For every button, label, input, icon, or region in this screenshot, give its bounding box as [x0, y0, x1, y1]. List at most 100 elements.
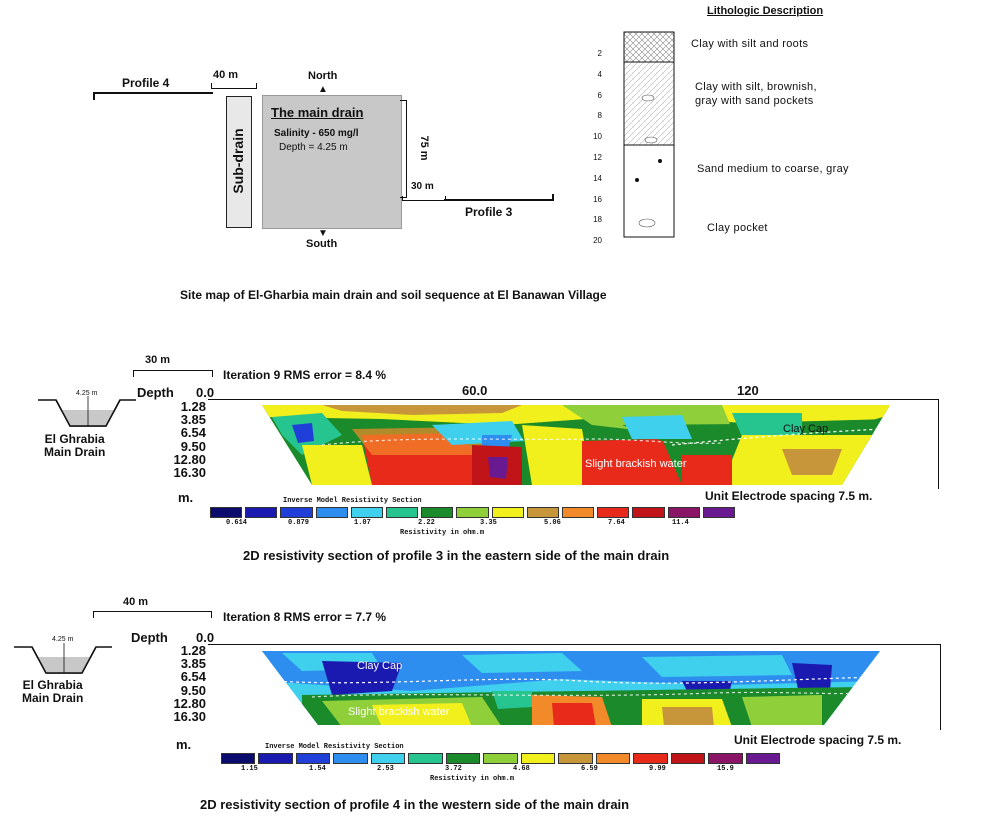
south-arrow: ▼	[318, 228, 328, 239]
profile3-line	[444, 194, 554, 201]
depth-tick: 3.85	[180, 412, 206, 428]
section3-caption: 2D resistivity section of profile 3 in t…	[243, 548, 670, 563]
litho-pocket-1	[641, 94, 655, 102]
dist30-label: 30 m	[411, 181, 434, 192]
legend-swatch	[408, 753, 443, 764]
brackish-boundary	[311, 691, 863, 698]
litho-svg	[623, 31, 675, 238]
depth-tick: 9.50	[180, 682, 206, 698]
main-drain-title: The main drain	[271, 105, 364, 120]
legend-unit: Resistivity in ohm.m	[430, 775, 515, 783]
legend-swatch	[483, 753, 518, 764]
legend-swatch	[210, 507, 243, 518]
zone-cyan-b	[462, 653, 582, 673]
drain-icon	[14, 643, 112, 674]
legend-swatch	[350, 507, 384, 518]
litho-grain-1	[658, 159, 662, 163]
legend-value: 6.59	[581, 765, 598, 773]
clay-cap-boundary	[671, 428, 883, 446]
depth-unit: m.	[178, 490, 194, 505]
depth-tick: 16.30	[173, 709, 206, 725]
legend-value: 15.9	[717, 765, 734, 773]
depth-tick: 6.54	[180, 669, 206, 685]
drain-label: El Ghrabia Main Drain	[22, 678, 84, 705]
drain-depth: 4.25 m	[76, 390, 98, 397]
legend-value: 9.99	[649, 765, 666, 773]
legend-bar	[210, 507, 738, 518]
legend-value: 1.54	[309, 765, 326, 773]
depth-list: 1.28 3.85 6.54 9.50 12.80 16.30	[150, 644, 206, 723]
litho-tick: 12	[593, 152, 602, 162]
zone-navy-2	[792, 663, 832, 691]
zone-yellow-left-bot	[302, 445, 372, 485]
legend-value: 2.53	[377, 765, 394, 773]
section4-caption: 2D resistivity section of profile 4 in t…	[200, 797, 630, 812]
legend-swatch	[670, 753, 706, 764]
legend-value: 1.07	[354, 519, 371, 527]
legend-swatch	[370, 753, 406, 764]
scale-label: 30 m	[145, 354, 171, 366]
profile4-label: Profile 4	[122, 76, 170, 90]
scale-bar-40m	[93, 611, 212, 618]
litho-layer-2	[623, 61, 675, 146]
litho-tick: 4	[597, 69, 602, 79]
south-label: South	[306, 238, 338, 250]
zone-navy-1	[322, 661, 402, 695]
annotation-clay-cap: Clay Cap	[783, 423, 829, 435]
legend-value: 2.22	[418, 519, 435, 527]
legend-swatch	[445, 753, 481, 764]
x-axis-line	[208, 644, 940, 645]
resistivity-section-4	[262, 651, 880, 725]
depth-tick: 6.54	[180, 425, 206, 441]
drain-icon	[38, 396, 136, 427]
sitemap-caption: Site map of El-Gharbia main drain and so…	[180, 288, 607, 302]
dist40-bar	[211, 83, 257, 89]
legend-swatch	[245, 507, 278, 518]
depth-unit: m.	[176, 737, 192, 752]
x-axis-line-right	[940, 644, 941, 730]
dist40-label: 40 m	[213, 69, 239, 81]
zone-red-far	[682, 455, 732, 485]
zone-blue-left	[292, 423, 314, 443]
litho-tick: 8	[597, 111, 602, 121]
litho-layer-label: Clay pocket	[707, 222, 768, 234]
zone-lime-low-2	[742, 695, 822, 725]
depth-label: Depth = 4.25 m	[279, 142, 348, 153]
zone-yellow-low	[372, 703, 472, 725]
resistivity-section-3	[262, 405, 890, 485]
legend-swatch	[702, 507, 736, 518]
legend-swatch	[280, 507, 313, 518]
legend-swatch	[221, 753, 256, 764]
brackish-boundary	[321, 438, 723, 446]
depth-tick: 1.28	[180, 399, 206, 414]
legend-value: 0.879	[288, 519, 310, 527]
legend-swatch	[745, 753, 781, 764]
profile4-line	[93, 92, 213, 100]
zone-cyan-right	[622, 415, 692, 439]
litho-tick: 18	[593, 215, 602, 225]
electrode-spacing: Unit Electrode spacing 7.5 m.	[705, 489, 873, 503]
legend-value: 5.06	[544, 519, 561, 527]
salinity-label: Salinity - 650 mg/l	[274, 128, 359, 139]
zone-purple	[488, 457, 508, 479]
drain-label: El Ghrabia Main Drain	[44, 432, 106, 459]
dist75-label: 75 m	[418, 135, 430, 161]
iteration-header: Iteration 9 RMS error = 8.4 %	[223, 368, 387, 382]
zone-orange-top	[322, 405, 522, 415]
legend-swatch	[295, 753, 331, 764]
x-tick: 120	[737, 383, 759, 398]
main-drain-box	[262, 95, 402, 229]
litho-depth-ticks: 2 4 6 8 10 12 14 16 18 20	[586, 44, 602, 252]
north-label: North	[308, 70, 338, 82]
depth-list: 1.28 3.85 6.54 9.50 12.80 16.30	[150, 400, 206, 479]
litho-layer-1	[623, 31, 675, 63]
legend-swatch	[520, 753, 556, 764]
depth-tick: 9.50	[180, 438, 206, 454]
dist75-bar	[400, 100, 407, 198]
x-tick: 60.0	[462, 383, 488, 398]
dist30-bar	[402, 196, 446, 201]
legend-value: 7.64	[608, 519, 625, 527]
litho-tick: 16	[593, 194, 602, 204]
x-tick: 0.0	[196, 385, 215, 400]
drain-depth: 4.25 m	[52, 636, 74, 643]
